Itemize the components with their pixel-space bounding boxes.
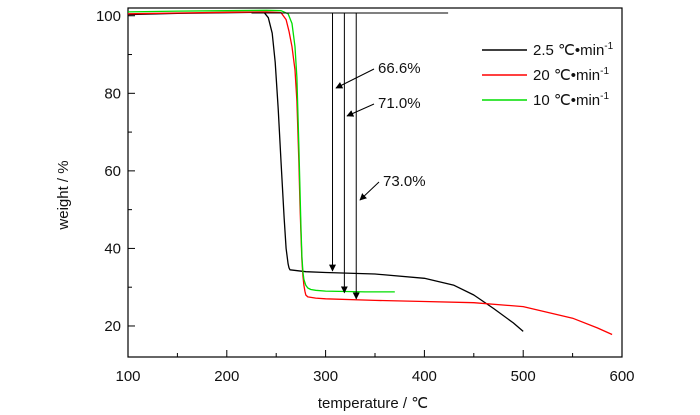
- plot-area-border: [127, 7, 623, 358]
- legend-label-1: 2.5 ℃•min-1: [533, 41, 614, 59]
- legend: 2.5 ℃•min-1 20 ℃•min-1 10 ℃•min-1: [482, 41, 614, 109]
- plot-frame: [127, 7, 623, 358]
- label-pointer-2: [346, 103, 375, 117]
- y-tick-label: 40: [104, 240, 121, 257]
- x-tick-label: 100: [115, 368, 140, 385]
- x-tick-label: 500: [511, 368, 536, 385]
- annotation-label-2: 71.0%: [378, 95, 421, 112]
- series-line-1: [127, 11, 524, 332]
- series-line-3: [127, 9, 395, 293]
- annotation-layer: 66.6% 71.0% 73.0%: [251, 12, 449, 300]
- y-tick-label: 20: [104, 318, 121, 335]
- label-pointer-1: [335, 68, 375, 89]
- y-tick-label: 100: [96, 8, 121, 25]
- y-axis-title: weight / %: [55, 160, 72, 230]
- y-tick-label: 80: [104, 85, 121, 102]
- x-axis-title: temperature / ℃: [318, 395, 428, 412]
- x-tick-label: 300: [313, 368, 338, 385]
- x-tick-label: 400: [412, 368, 437, 385]
- legend-label-3: 10 ℃•min-1: [533, 91, 609, 109]
- x-tick-label: 200: [214, 368, 239, 385]
- axis-ticks: 100 200 300 400 500 600 20 40 60 80 100: [96, 8, 635, 385]
- label-pointer-3: [359, 181, 380, 201]
- legend-label-2: 20 ℃•min-1: [533, 66, 609, 84]
- annotation-label-3: 73.0%: [383, 173, 426, 190]
- y-tick-label: 60: [104, 163, 121, 180]
- annotation-label-1: 66.6%: [378, 60, 421, 77]
- series-line-2: [127, 11, 613, 336]
- x-tick-label: 600: [609, 368, 634, 385]
